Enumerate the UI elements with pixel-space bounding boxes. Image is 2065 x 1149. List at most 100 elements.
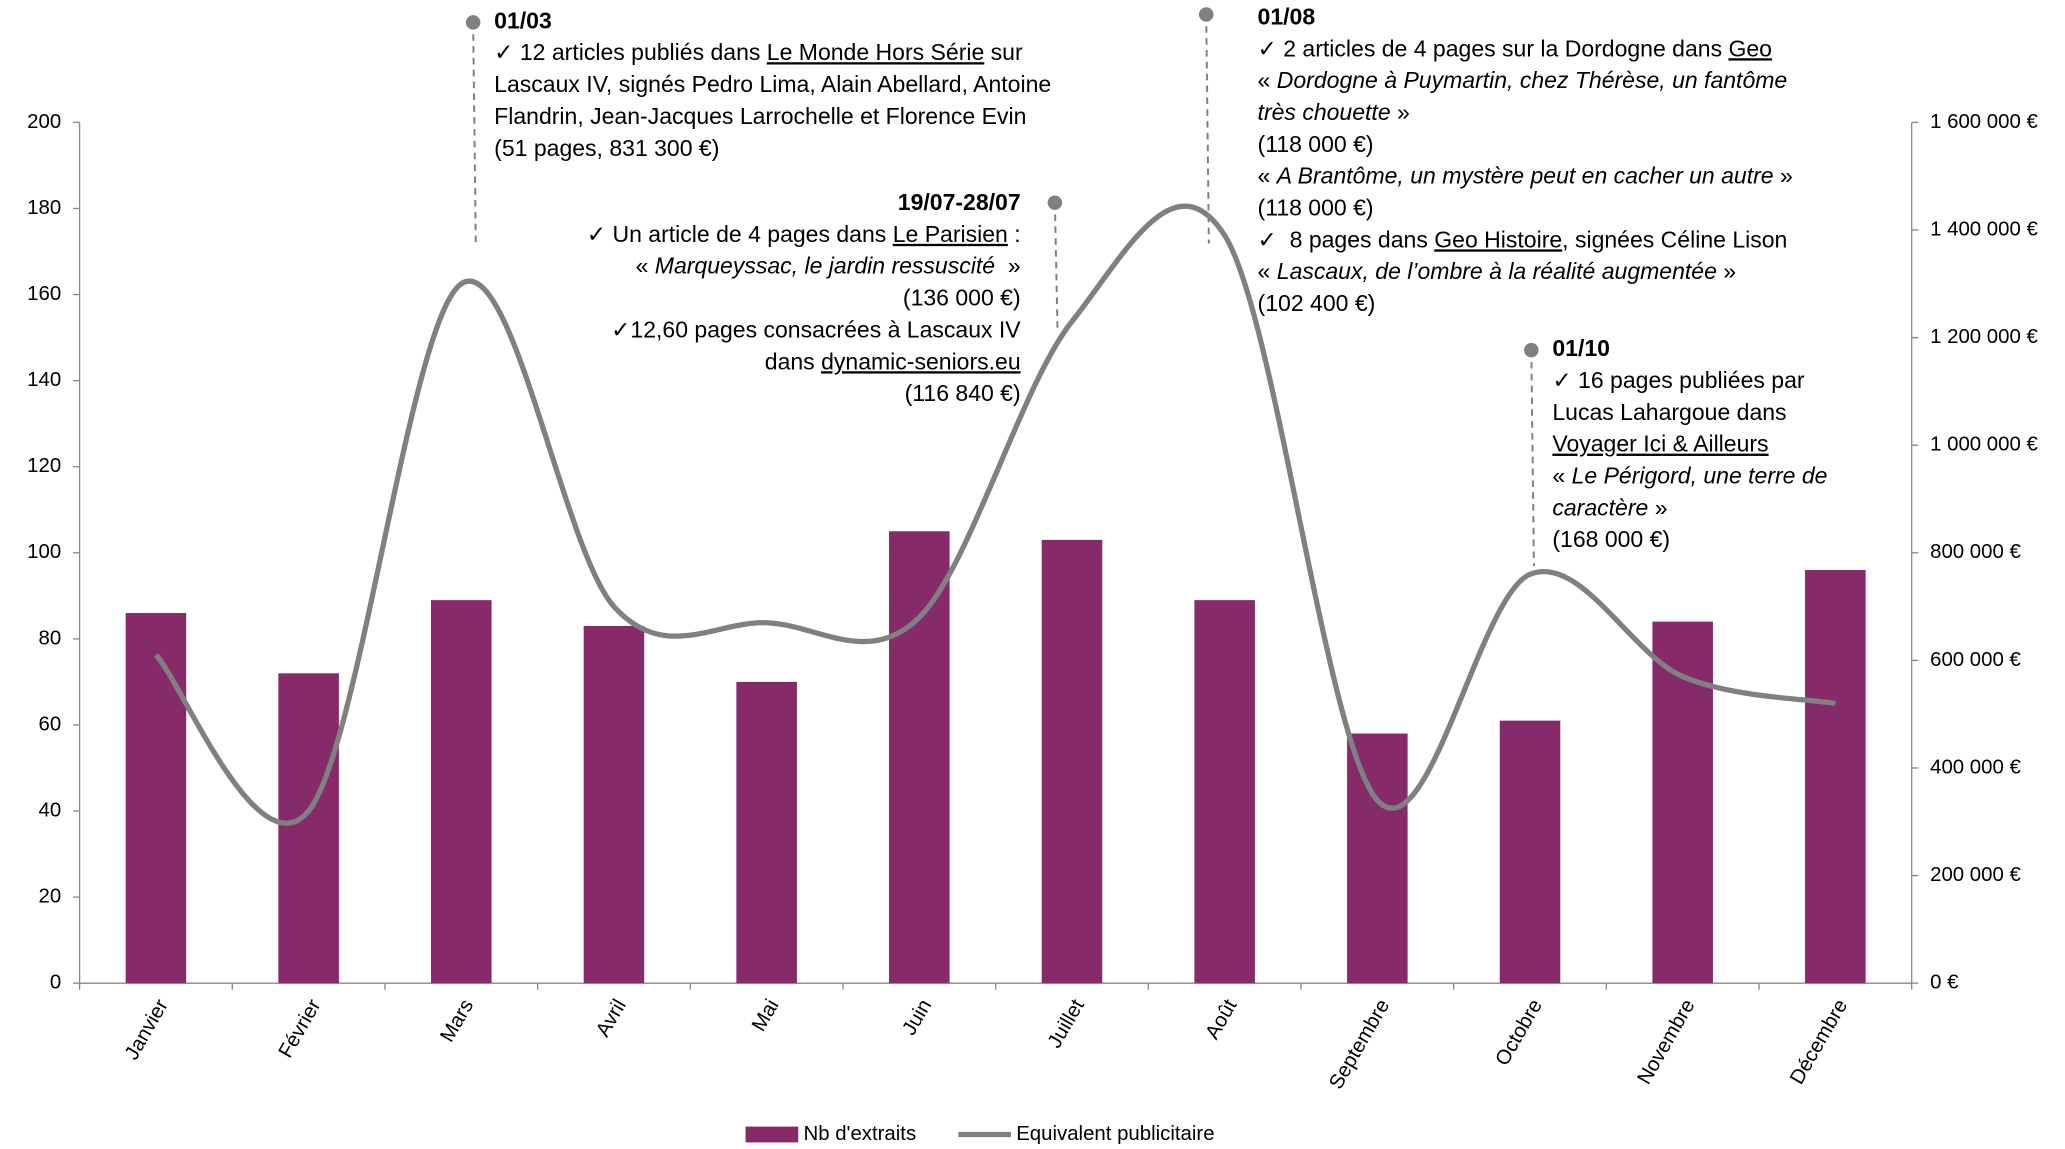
annotation-line: Voyager Ici & Ailleurs (1552, 431, 1768, 457)
y-tick-label: 20 (38, 885, 61, 907)
annotation-text: (118 000 €) (1258, 195, 1374, 221)
annotation-text: A Brantôme, un mystère peut en cacher un… (1275, 163, 1774, 189)
annotation-text: Geo Histoire (1434, 226, 1562, 252)
bar (1805, 569, 1866, 984)
annotation-line: (118 000 €) (1258, 195, 1374, 221)
x-tick-label: Janvier (121, 996, 173, 1064)
annotation-text: Dordogne à Puymartin, chez Thérèse, un f… (1277, 67, 1787, 93)
bar (736, 681, 797, 984)
annotation-line: ✓ 2 articles de 4 pages sur la Dordogne … (1258, 35, 1772, 61)
annotation-text: Lascaux, de l’ombre à la réalité augment… (1277, 258, 1717, 284)
annotation-text: (136 000 €) (903, 285, 1021, 311)
annotation-text: ✓12,60 pages consacrées à Lascaux IV (611, 316, 1021, 342)
y2-tick-label: 1 600 000 € (1930, 111, 2038, 133)
x-tick-label: Février (275, 996, 326, 1062)
annotation-text: (116 840 €) (905, 380, 1021, 406)
annotation-text: Voyager Ici & Ailleurs (1552, 431, 1768, 457)
annotation-text: dans (765, 348, 821, 374)
annotation-text: » (1391, 99, 1410, 125)
annotation-text: » (1717, 258, 1736, 284)
bar (1194, 600, 1255, 984)
annotation-text: caractère (1552, 494, 1648, 520)
annotation-text: Lascaux IV, signés Pedro Lima, Alain Abe… (494, 71, 1051, 97)
annotation-line: Lucas Lahargoue dans (1552, 399, 1786, 425)
x-tick-label: Août (1202, 996, 1242, 1044)
annotation-text: « (636, 253, 655, 279)
y-tick-label: 60 (38, 713, 61, 735)
annotation-leader (1053, 202, 1059, 330)
y2-tick-label: 400 000 € (1930, 756, 2021, 778)
annotation-line: (51 pages, 831 300 €) (494, 135, 719, 161)
legend-swatch (745, 1126, 799, 1143)
x-tick-label: Mars (436, 996, 478, 1046)
annotation-text: : (1008, 221, 1021, 247)
annotation-line: ✓ 12 articles publiés dans Le Monde Hors… (494, 39, 1023, 65)
y-tick-label: 0 (50, 972, 61, 994)
annotation-marker (1047, 195, 1063, 210)
annotation-line: Flandrin, Jean-Jacques Larrochelle et Fl… (494, 103, 1026, 129)
y2-tick-label: 0 € (1930, 972, 1959, 994)
x-tick-label: Juin (898, 996, 936, 1039)
annotation-line: ✓ 8 pages dans Geo Histoire, signées Cél… (1258, 226, 1788, 252)
annotation-line: dans dynamic-seniors.eu (765, 348, 1021, 374)
annotation-line: (102 400 €) (1258, 290, 1376, 316)
annotation-line: (116 840 €) (905, 380, 1021, 406)
annotation-text: Flandrin, Jean-Jacques Larrochelle et Fl… (494, 103, 1026, 129)
annotation-text: ✓ 8 pages dans (1258, 226, 1435, 252)
annotation-text: , signées Céline Lison (1562, 226, 1787, 252)
annotation-date: 19/07-28/07 (898, 189, 1021, 215)
annotation-date: 01/10 (1552, 335, 1610, 361)
y2-tick-label: 600 000 € (1930, 649, 2021, 671)
annotation-line: « Marqueyssac, le jardin ressuscité » (636, 253, 1021, 279)
annotation-text: sur (984, 39, 1023, 65)
annotation-text: ✓ 12 articles publiés dans (494, 39, 767, 65)
annotation-text: Marqueyssac, le jardin ressuscité (655, 253, 1002, 279)
annotation-line: ✓12,60 pages consacrées à Lascaux IV (611, 316, 1021, 342)
y2-tick-label: 200 000 € (1930, 864, 2021, 886)
y-tick-label: 120 (27, 455, 61, 477)
annotation-line: caractère » (1552, 494, 1667, 520)
x-tick-label: Novembre (1633, 996, 1699, 1088)
annotation-line: « A Brantôme, un mystère peut en cacher … (1258, 163, 1793, 189)
annotation-text: (102 400 €) (1258, 290, 1376, 316)
annotation-text: (118 000 €) (1258, 131, 1374, 157)
annotation-line: ✓ 16 pages publiées par (1552, 367, 1805, 393)
annotation-text: Geo (1728, 35, 1772, 61)
annotation-text: « (1258, 67, 1277, 93)
y-tick-label: 80 (38, 627, 61, 649)
annotation-text: dynamic-seniors.eu (821, 348, 1021, 374)
annotation-text: » (1774, 163, 1793, 189)
annotation-text: Le Périgord, une terre de (1572, 463, 1828, 489)
bar (1041, 539, 1103, 984)
annotation-line: « Le Périgord, une terre de (1552, 463, 1827, 489)
annotation-line: « Dordogne à Puymartin, chez Thérèse, un… (1258, 67, 1788, 93)
y2-tick-label: 1 200 000 € (1930, 326, 2038, 348)
bar (1499, 720, 1561, 984)
bar (431, 600, 492, 984)
annotation-marker (465, 15, 481, 30)
y2-tick-label: 800 000 € (1930, 541, 2021, 563)
annotation-marker (1524, 342, 1539, 358)
bar (125, 613, 187, 984)
annotation-date: 01/03 (494, 7, 552, 33)
annotation-text: » (1001, 253, 1020, 279)
y-tick-label: 160 (27, 283, 61, 305)
annotation-date: 01/08 (1258, 4, 1316, 30)
y-tick-label: 40 (38, 799, 61, 821)
annotation-text: ✓ 2 articles de 4 pages sur la Dordogne … (1258, 35, 1729, 61)
y2-tick-label: 1 000 000 € (1930, 434, 2038, 456)
bar (583, 625, 645, 984)
bar (889, 531, 950, 984)
x-tick-label: Juillet (1044, 996, 1089, 1052)
legend-label: Nb d'extraits (803, 1123, 916, 1145)
annotation-text: Le Monde Hors Série (767, 39, 984, 65)
annotation-text: » (1648, 494, 1667, 520)
annotation-text: Lucas Lahargoue dans (1552, 399, 1786, 425)
annotation-text: Le Parisien (893, 221, 1008, 247)
annotation-marker (1198, 7, 1214, 22)
annotation-line: (118 000 €) (1258, 131, 1374, 157)
x-tick-label: Septembre (1325, 996, 1394, 1093)
bar (278, 673, 339, 984)
legend-label: Equivalent publicitaire (1016, 1123, 1214, 1145)
